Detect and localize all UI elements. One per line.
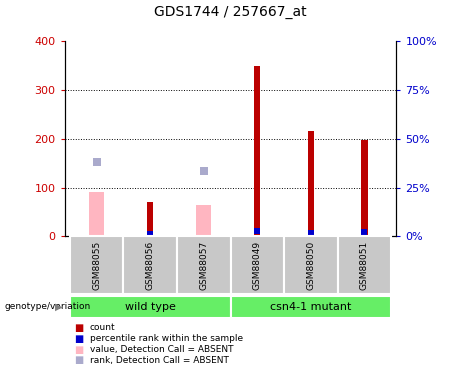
- Bar: [337, 236, 391, 294]
- Text: GSM88051: GSM88051: [360, 241, 369, 290]
- Bar: [254, 66, 260, 236]
- Text: GDS1744 / 257667_at: GDS1744 / 257667_at: [154, 5, 307, 19]
- Bar: [147, 202, 154, 236]
- Text: ■: ■: [74, 334, 83, 344]
- Bar: [89, 192, 104, 236]
- Text: genotype/variation: genotype/variation: [5, 302, 91, 311]
- Text: ■: ■: [74, 345, 83, 355]
- Text: count: count: [90, 323, 116, 332]
- Text: value, Detection Call = ABSENT: value, Detection Call = ABSENT: [90, 345, 233, 354]
- Text: GSM88050: GSM88050: [306, 241, 315, 290]
- Bar: [196, 205, 211, 236]
- Bar: [177, 236, 230, 294]
- Bar: [70, 296, 230, 318]
- Text: ■: ■: [74, 323, 83, 333]
- Text: GSM88057: GSM88057: [199, 241, 208, 290]
- Text: GSM88049: GSM88049: [253, 241, 262, 290]
- Text: GSM88055: GSM88055: [92, 241, 101, 290]
- Text: ■: ■: [74, 356, 83, 365]
- Bar: [230, 236, 284, 294]
- Text: rank, Detection Call = ABSENT: rank, Detection Call = ABSENT: [90, 356, 229, 365]
- Bar: [124, 236, 177, 294]
- Text: GSM88056: GSM88056: [146, 241, 155, 290]
- Text: wild type: wild type: [125, 302, 176, 312]
- Bar: [230, 296, 391, 318]
- Bar: [70, 236, 124, 294]
- Text: csn4-1 mutant: csn4-1 mutant: [270, 302, 351, 312]
- Bar: [284, 236, 337, 294]
- Bar: [361, 140, 367, 236]
- Bar: [307, 132, 314, 236]
- Text: ▶: ▶: [55, 302, 62, 312]
- Text: percentile rank within the sample: percentile rank within the sample: [90, 334, 243, 343]
